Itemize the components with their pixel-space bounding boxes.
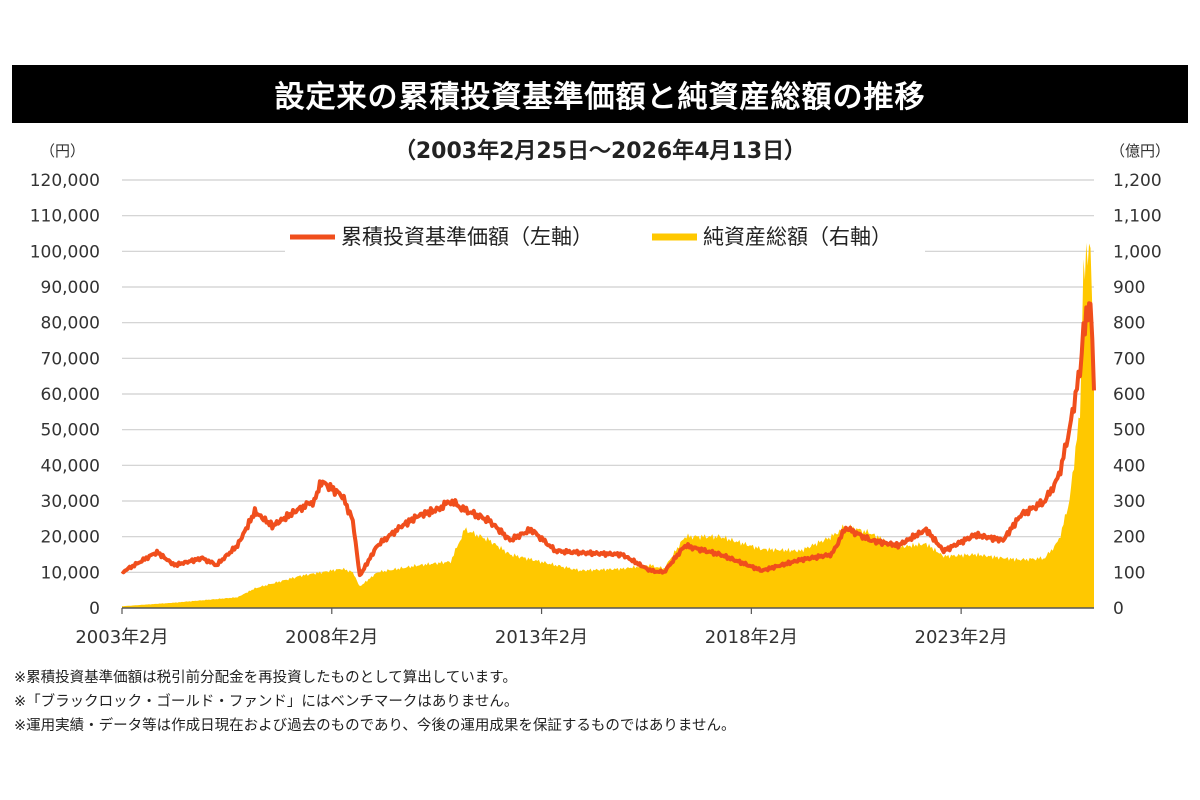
left-axis-tick-label: 30,000: [41, 492, 100, 512]
chart-title: 設定来の累積投資基準価額と純資産総額の推移: [12, 65, 1188, 123]
x-axis-tick-label: 2018年2月: [705, 627, 798, 648]
left-axis-tick-label: 100,000: [30, 242, 100, 262]
left-axis-tick-label: 80,000: [41, 314, 100, 334]
right-axis-unit: （億円）: [1110, 142, 1171, 160]
legend-label-assets: 純資産総額（右軸）: [703, 225, 892, 249]
footnote: ※運用実績・データ等は作成日現在および過去のものであり、今後の運用成果を保証する…: [14, 718, 736, 734]
right-axis-tick-label: 500: [1113, 421, 1145, 441]
left-axis-tick-label: 50,000: [41, 421, 100, 441]
left-axis-unit: （円）: [40, 142, 86, 160]
x-axis-tick-label: 2003年2月: [75, 627, 168, 648]
right-axis-tick-label: 300: [1113, 492, 1145, 512]
right-axis-tick-label: 400: [1113, 456, 1145, 476]
right-axis-tick-label: 100: [1113, 563, 1145, 583]
left-axis-tick-label: 90,000: [41, 278, 100, 298]
left-axis-tick-label: 70,000: [41, 349, 100, 369]
right-axis-tick-label: 900: [1113, 278, 1145, 298]
footnote: ※「ブラックロック・ゴールド・ファンド」にはベンチマークはありません。: [14, 694, 519, 710]
right-axis-tick-label: 700: [1113, 349, 1145, 369]
left-axis-tick-label: 40,000: [41, 456, 100, 476]
left-axis-tick-label: 10,000: [41, 563, 100, 583]
right-axis-tick-label: 0: [1113, 599, 1124, 619]
right-axis-tick-label: 600: [1113, 385, 1145, 405]
left-axis-tick-label: 0: [89, 599, 100, 619]
right-axis-tick-label: 800: [1113, 314, 1145, 334]
left-axis-tick-label: 20,000: [41, 528, 100, 548]
chart-subtitle: （2003年2月25日～2026年4月13日）: [393, 139, 807, 164]
right-axis-tick-label: 1,100: [1113, 207, 1162, 227]
x-axis-tick-label: 2023年2月: [915, 627, 1008, 648]
left-axis-tick-label: 120,000: [30, 171, 100, 191]
left-axis-tick-label: 110,000: [30, 207, 100, 227]
x-axis-tick-label: 2013年2月: [495, 627, 588, 648]
right-axis-tick-label: 1,000: [1113, 242, 1162, 262]
footnotes: ※累積投資基準価額は税引前分配金を再投資したものとして算出しています。 ※「ブラ…: [14, 666, 736, 738]
right-axis-tick-label: 200: [1113, 528, 1145, 548]
left-axis-tick-label: 60,000: [41, 385, 100, 405]
legend-label-price: 累積投資基準価額（左軸）: [341, 225, 593, 249]
nav-line: [120, 301, 1096, 578]
net-assets-area: [122, 242, 1094, 608]
x-axis-tick-label: 2008年2月: [285, 627, 378, 648]
footnote: ※累積投資基準価額は税引前分配金を再投資したものとして算出しています。: [14, 670, 517, 686]
legend-background: [285, 220, 925, 254]
right-axis-tick-label: 1,200: [1113, 171, 1162, 191]
legend: 累積投資基準価額（左軸） 純資産総額（右軸）: [285, 220, 925, 254]
